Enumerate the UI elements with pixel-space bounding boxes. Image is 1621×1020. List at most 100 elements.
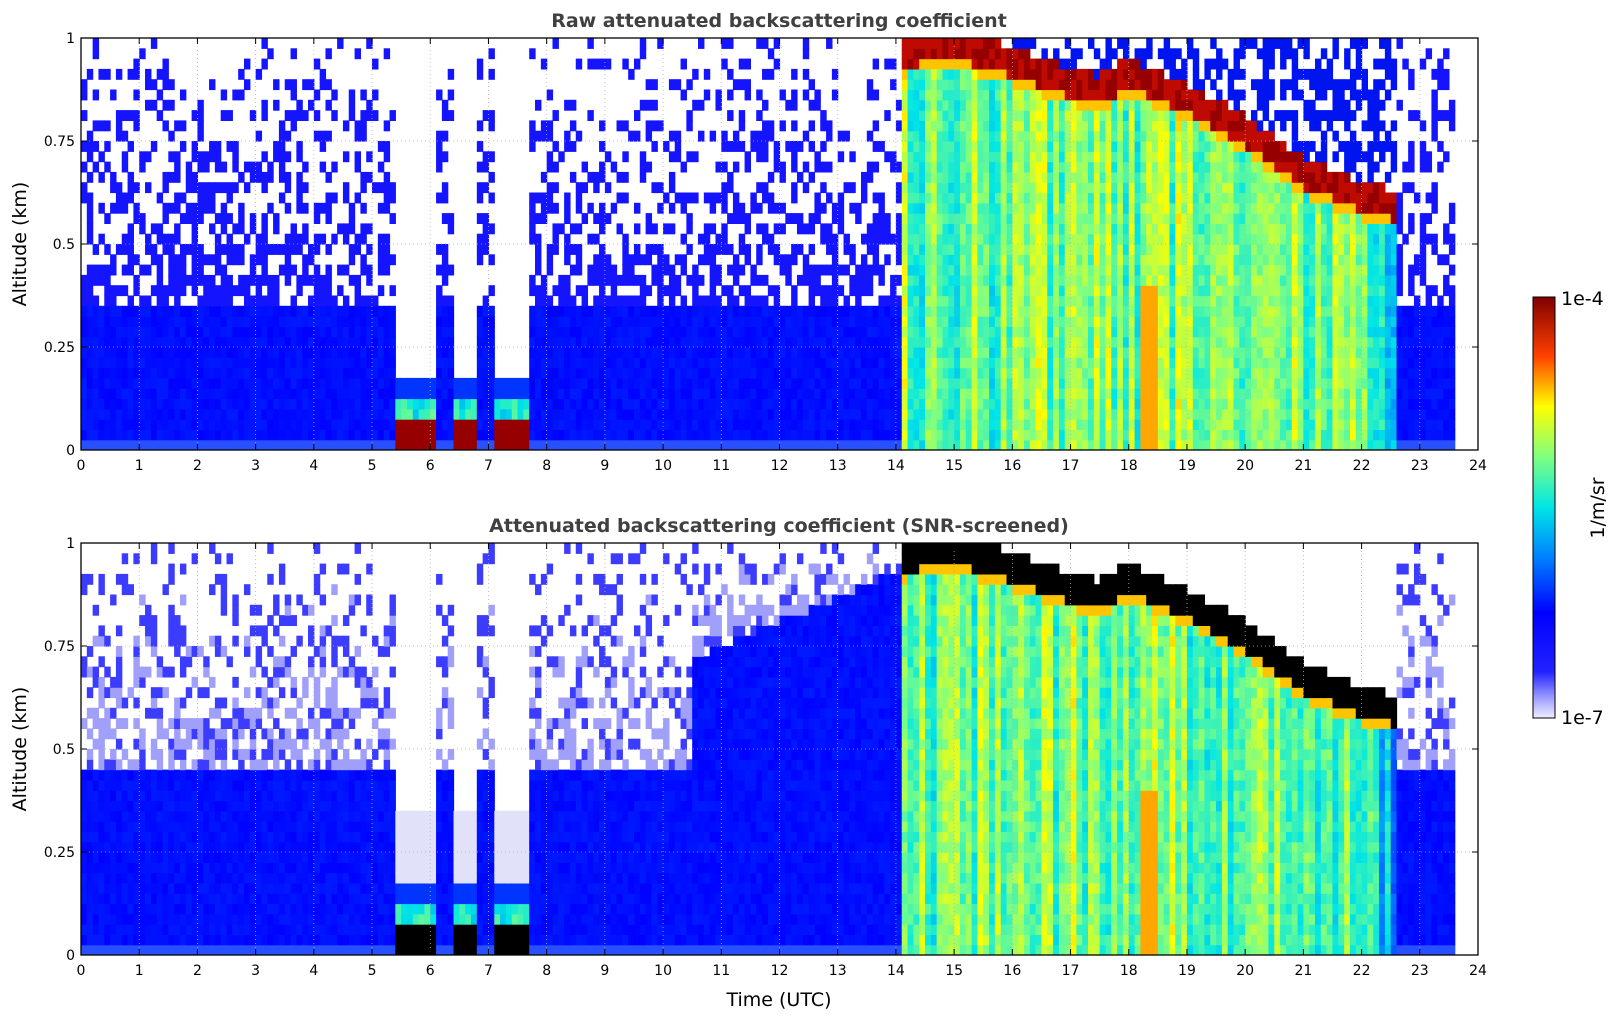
- heatmap-cell: [145, 151, 152, 163]
- heatmap-cell: [779, 223, 786, 235]
- heatmap-cell: [756, 254, 763, 266]
- heatmap-cell: [703, 388, 711, 400]
- heatmap-cell: [767, 120, 775, 132]
- heatmap-cell: [645, 99, 653, 111]
- heatmap-cell: [1117, 439, 1124, 450]
- heatmap-cell: [220, 429, 228, 441]
- heatmap-cell: [1053, 161, 1060, 173]
- heatmap-cell: [645, 367, 653, 379]
- heatmap-cell: [377, 161, 385, 173]
- heatmap-cell: [948, 161, 955, 173]
- heatmap-cell: [930, 110, 938, 121]
- heatmap-cell: [907, 367, 914, 379]
- heatmap-cell: [1029, 171, 1037, 183]
- heatmap-cell: [686, 213, 693, 224]
- heatmap-cell: [203, 377, 210, 389]
- heatmap-cell: [1000, 316, 1008, 327]
- heatmap-cell: [476, 58, 484, 70]
- heatmap-cell: [1047, 274, 1054, 286]
- heatmap-cell: [98, 264, 105, 276]
- heatmap-cell: [907, 48, 914, 60]
- heatmap-cell: [1023, 419, 1031, 430]
- heatmap-cell: [1169, 182, 1176, 194]
- heatmap-cell: [389, 213, 396, 224]
- heatmap-cell: [599, 244, 606, 255]
- heatmap-cell: [139, 367, 146, 379]
- heatmap-cell: [1134, 388, 1141, 400]
- heatmap-cell: [488, 326, 495, 338]
- heatmap-cell: [1064, 305, 1072, 317]
- heatmap-cell: [150, 223, 158, 235]
- heatmap-cell: [657, 326, 664, 338]
- heatmap-cell: [1064, 336, 1072, 348]
- heatmap-cell: [115, 347, 123, 358]
- heatmap-cell: [1012, 68, 1019, 80]
- heatmap-cell: [1070, 347, 1077, 358]
- heatmap-cell: [92, 357, 100, 369]
- heatmap-cell: [1076, 388, 1083, 400]
- heatmap-cell: [150, 254, 158, 266]
- heatmap-cell: [808, 316, 816, 327]
- heatmap-cell: [535, 244, 542, 255]
- heatmap-cell: [971, 419, 979, 430]
- heatmap-cell: [552, 419, 559, 430]
- heatmap-cell: [1041, 213, 1048, 224]
- heatmap-cell: [115, 419, 123, 430]
- heatmap-cell: [1012, 377, 1019, 389]
- heatmap-cell: [884, 326, 891, 338]
- heatmap-cell: [1053, 336, 1060, 348]
- heatmap-cell: [936, 377, 944, 389]
- heatmap-cell: [843, 388, 850, 400]
- heatmap-cell: [273, 377, 280, 389]
- heatmap-cell: [814, 419, 821, 430]
- heatmap-cell: [1134, 130, 1141, 142]
- heatmap-cell: [1047, 99, 1054, 111]
- heatmap-cell: [703, 89, 711, 101]
- heatmap-cell: [831, 285, 839, 297]
- heatmap-cell: [977, 295, 984, 307]
- heatmap-cell: [1053, 192, 1060, 204]
- heatmap-cell: [971, 367, 979, 379]
- heatmap-cell: [261, 223, 268, 235]
- heatmap-cell: [1035, 347, 1043, 358]
- heatmap-cell: [633, 326, 641, 338]
- heatmap-cell: [1058, 120, 1066, 132]
- heatmap-cell: [925, 336, 932, 348]
- heatmap-cell: [587, 367, 594, 379]
- heatmap-cell: [901, 120, 909, 132]
- heatmap-cell: [826, 408, 833, 420]
- heatmap-cell: [267, 429, 274, 441]
- heatmap-cell: [936, 285, 944, 297]
- heatmap-cell: [92, 305, 100, 317]
- heatmap-cell: [1012, 367, 1019, 379]
- heatmap-cell: [791, 182, 798, 194]
- heatmap-cell: [1169, 213, 1176, 224]
- heatmap-cell: [156, 347, 164, 358]
- heatmap-cell: [610, 295, 618, 307]
- heatmap-cell: [738, 377, 746, 389]
- heatmap-cell: [1000, 295, 1008, 307]
- heatmap-cell: [436, 419, 443, 430]
- heatmap-cell: [1146, 192, 1153, 204]
- heatmap-cell: [1122, 439, 1130, 450]
- heatmap-cell: [814, 388, 821, 400]
- heatmap-cell: [1053, 99, 1060, 111]
- heatmap-cell: [599, 398, 606, 410]
- heatmap-cell: [220, 295, 228, 307]
- heatmap-cell: [1175, 202, 1182, 214]
- heatmap-cell: [802, 367, 810, 379]
- heatmap-cell: [954, 274, 961, 286]
- heatmap-cell: [564, 213, 571, 224]
- heatmap-cell: [785, 264, 792, 276]
- heatmap-cell: [1093, 130, 1101, 142]
- heatmap-cell: [1006, 336, 1013, 348]
- heatmap-cell: [994, 244, 1002, 255]
- heatmap-cell: [494, 429, 501, 441]
- heatmap-cell: [1082, 130, 1089, 142]
- heatmap-cell: [1041, 202, 1048, 214]
- heatmap-cell: [773, 336, 781, 348]
- heatmap-cell: [1076, 254, 1083, 266]
- heatmap-cell: [1070, 398, 1077, 410]
- heatmap-cell: [994, 171, 1002, 183]
- heatmap-cell: [214, 367, 222, 379]
